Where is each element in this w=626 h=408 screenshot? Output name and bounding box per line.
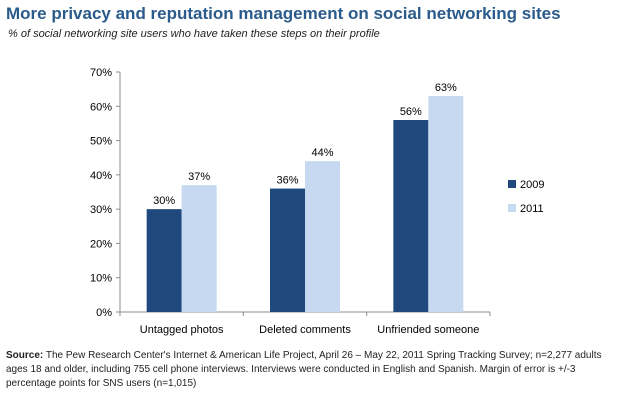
source-note: Source: The Pew Research Center's Intern… (6, 349, 620, 391)
y-tick-label: 50% (90, 136, 112, 148)
x-tick-label: Unfriended someone (377, 324, 479, 336)
chart-legend: 2009 2011 (508, 179, 544, 215)
source-label: Source: (6, 350, 44, 361)
y-tick-label: 20% (90, 238, 112, 250)
chart-title: More privacy and reputation management o… (6, 4, 561, 23)
data-label: 37% (188, 171, 210, 183)
chart-subtitle: % of social networking site users who ha… (8, 28, 380, 40)
x-tick-label: Untagged photos (140, 324, 224, 336)
chart-bars: 30% 37% 36% 44% 56% 63% (146, 82, 464, 312)
data-label: 44% (311, 147, 333, 159)
legend-swatch-2009 (508, 180, 516, 188)
legend-swatch-2011 (508, 204, 516, 212)
y-tick-label: 60% (90, 101, 112, 113)
legend-label: 2011 (520, 203, 544, 215)
bar-2011 (181, 185, 217, 312)
data-label: 30% (153, 195, 175, 207)
y-tick-label: 40% (90, 170, 112, 182)
data-label: 63% (435, 82, 457, 94)
x-tick-label: Deleted comments (259, 324, 351, 336)
y-tick-label: 10% (90, 273, 112, 285)
y-tick-label: 30% (90, 204, 112, 216)
bar-2009 (146, 209, 182, 312)
bar-2009 (270, 188, 305, 312)
data-label: 56% (400, 106, 422, 118)
bar-2009 (393, 120, 429, 312)
legend-label: 2009 (520, 179, 544, 191)
y-tick-label: 0% (96, 307, 112, 319)
bar-2011 (305, 161, 340, 312)
bar-2011 (428, 96, 464, 312)
y-tick-label: 70% (90, 67, 112, 79)
bar-chart: 0% 10% 20% 30% 40% 50% 60% 70% Untagged photos De… (90, 67, 545, 336)
data-label: 36% (276, 175, 298, 187)
source-text: The Pew Research Center's Internet & Ame… (6, 350, 602, 389)
